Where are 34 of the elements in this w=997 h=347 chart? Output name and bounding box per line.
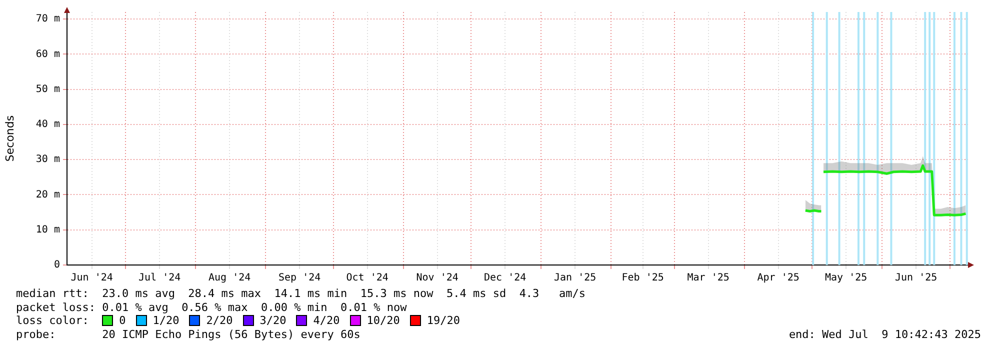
x-tick-label: Jan '25 xyxy=(554,272,596,284)
x-tick-label: Nov '24 xyxy=(416,272,458,284)
text: packet loss: 0.01 % avg 0.56 % max 0.00 % min 0.01 % now xyxy=(15,300,408,314)
legend-title: loss color: xyxy=(16,314,90,328)
x-tick-label: Jul '24 xyxy=(138,272,181,284)
text: median rtt: 23.0 ms avg 28.4 ms max 14.1 ms min 15.3 ms now 5.4 ms sd 4.3 am/s xyxy=(15,287,587,300)
x-tick-label: Dec '24 xyxy=(484,272,526,284)
x-tick-label: Feb '25 xyxy=(622,272,664,284)
legend-label: 19/20 xyxy=(426,314,460,328)
legend-label: 2/20 xyxy=(206,314,233,328)
x-tick-label: Jun '25 xyxy=(894,272,938,284)
y-tick-label: 70 m xyxy=(36,14,60,25)
y-tick-label: 40 m xyxy=(36,119,60,130)
x-tick-label: Mar '25 xyxy=(687,272,730,284)
y-tick-label: 20 m xyxy=(36,189,60,200)
text: end: Wed Jul 9 10:42:43 2025 xyxy=(788,328,981,341)
y-tick-label: 60 m xyxy=(36,48,60,60)
y-tick-label: 50 m xyxy=(36,84,60,95)
x-tick-label: May '25 xyxy=(824,272,868,284)
legend-label: 3/20 xyxy=(260,314,286,328)
y-axis-title: Seconds xyxy=(3,115,16,162)
y-tick-label: 10 m xyxy=(36,224,60,236)
y-tick-label: 0 xyxy=(54,260,60,271)
x-tick-label: Apr '25 xyxy=(757,272,800,284)
text: probe: 20 ICMP Echo Pings (56 Bytes) every 60s xyxy=(16,328,360,341)
legend-label: 4/20 xyxy=(313,314,340,328)
x-tick-label: Sep '24 xyxy=(278,272,321,284)
legend-label: 0 xyxy=(119,314,126,328)
legend-label: 1/20 xyxy=(152,314,180,328)
x-tick-label: Aug '24 xyxy=(208,272,251,284)
x-tick-label: Jun '24 xyxy=(70,272,113,284)
y-tick-label: 30 m xyxy=(36,154,60,166)
x-tick-label: Oct '24 xyxy=(346,272,388,284)
legend-label: 10/20 xyxy=(366,314,400,328)
